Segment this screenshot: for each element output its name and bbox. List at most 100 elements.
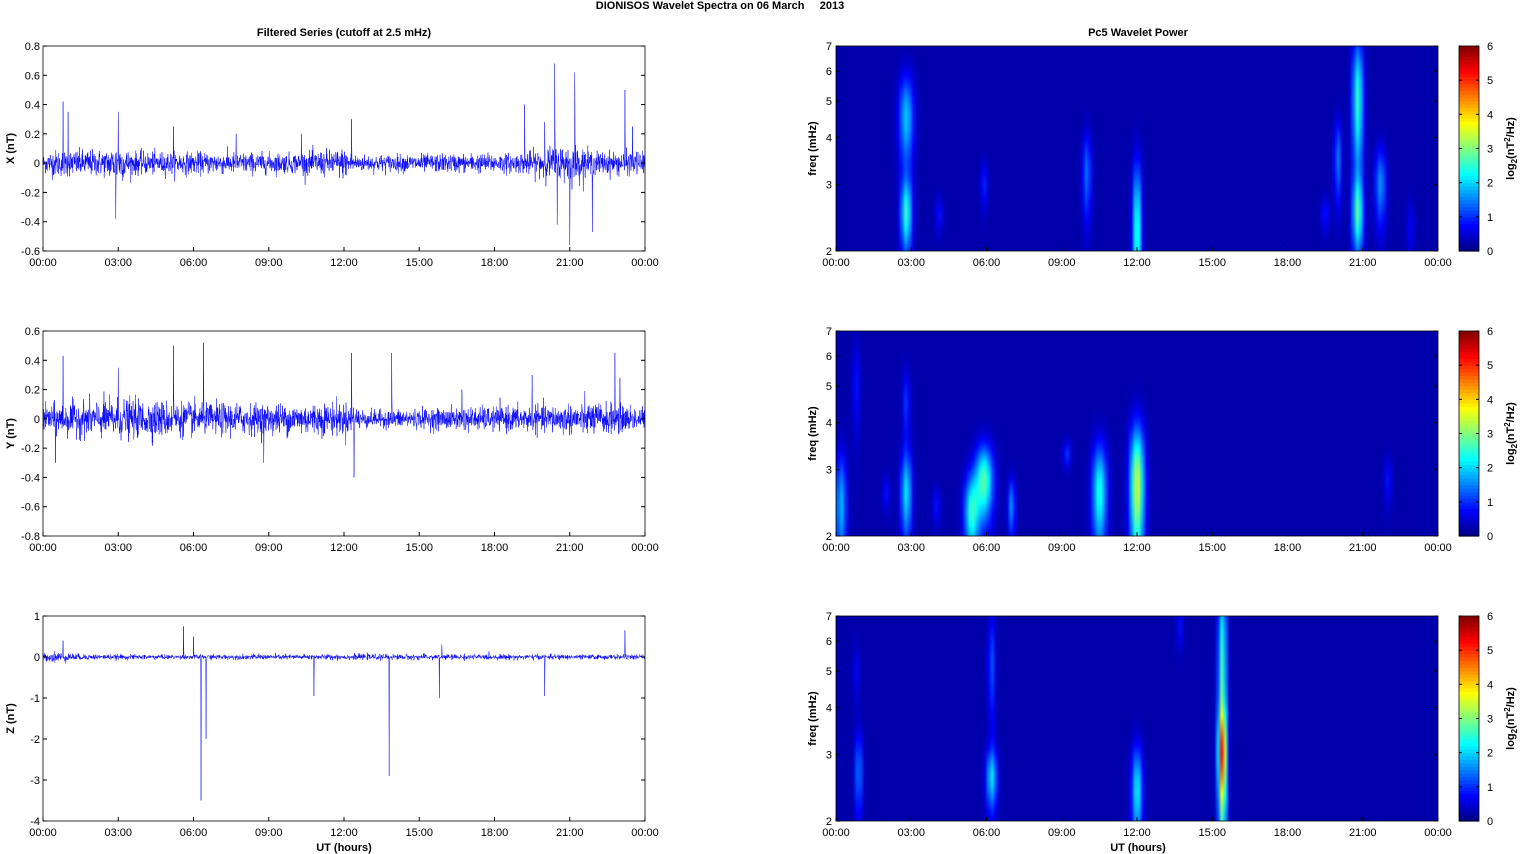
panel-y-wavelet-colorbar-segment — [1459, 433, 1479, 438]
panel-x-wavelet-xtick-label: 12:00 — [1123, 257, 1151, 269]
panel-y-plot-area — [43, 331, 645, 536]
panel-z-wavelet-colorbar-tick-label: 2 — [1487, 748, 1493, 760]
panel-x-wavelet-ylabel: freq (mHz) — [807, 121, 819, 176]
panel-z-wavelet-colorbar-segment — [1459, 756, 1479, 761]
panel-z-wavelet-colorbar-segment — [1459, 701, 1479, 706]
panel-z-wavelet-ytick-label: 7 — [826, 611, 832, 623]
colorbar-label-part: 2 — [1510, 728, 1519, 733]
panel-y-wavelet-colorbar-label: log2(nT2/Hz) — [1503, 402, 1519, 465]
panel-y-wavelet-xtick-label: 12:00 — [1123, 542, 1151, 554]
panel-x-wavelet-colorbar-segment — [1459, 90, 1479, 95]
panel-x-wavelet-colorbar-segment — [1459, 182, 1479, 187]
panel-y-xtick-label: 15:00 — [405, 542, 433, 554]
panel-z-wavelet-colorbar-segment — [1459, 694, 1479, 699]
panel-z-wavelet-colorbar-segment — [1459, 622, 1479, 627]
panel-z-wavelet-xtick-label: 21:00 — [1349, 827, 1377, 839]
panel-z-xtick-label: 03:00 — [104, 827, 132, 839]
panel-y-wavelet-colorbar-segment — [1459, 484, 1479, 489]
panel-y-wavelet-colorbar-segment — [1459, 419, 1479, 424]
panel-x-wavelet-xtick-label: 21:00 — [1349, 257, 1377, 269]
panel-z-wavelet-colorbar-segment — [1459, 766, 1479, 771]
panel-x-wavelet-colorbar-segment — [1459, 227, 1479, 232]
panel-x-wavelet-colorbar-tick-label: 3 — [1487, 144, 1493, 156]
panel-z-wavelet-colorbar-segment — [1459, 639, 1479, 644]
panel-z-wavelet-colorbar-segment — [1459, 800, 1479, 805]
panel-y-wavelet-colorbar-segment — [1459, 344, 1479, 349]
panel-z-wavelet-xtick-label: 00:00 — [822, 827, 850, 839]
colorbar-label-part: 2 — [1510, 443, 1519, 448]
panel-y-wavelet-colorbar-segment — [1459, 529, 1479, 534]
panel-x-wavelet-colorbar-segment — [1459, 179, 1479, 184]
right-xlabel: UT (hours) — [1110, 842, 1166, 854]
panel-z-wavelet-colorbar-segment — [1459, 708, 1479, 713]
panel-y-wavelet-colorbar-segment — [1459, 495, 1479, 500]
panel-z-wavelet-ytick-label: 5 — [826, 666, 832, 678]
panel-z-wavelet-colorbar-segment — [1459, 718, 1479, 723]
panel-x-wavelet-colorbar-segment — [1459, 83, 1479, 88]
panel-y-wavelet-colorbar-segment — [1459, 334, 1479, 339]
panel-z: -4 -3 -2 -1 0 1 00:00 03:00 06:00 09:00 12:00 15:00… — [5, 611, 659, 839]
panel-x-wavelet-colorbar-segment — [1459, 145, 1479, 150]
panel-y-wavelet-xtick-label: 18:00 — [1274, 542, 1302, 554]
panel-x-wavelet-colorbar-segment — [1459, 162, 1479, 167]
panel-y-wavelet-colorbar-segment — [1459, 440, 1479, 445]
panel-z-wavelet-ytick-label: 6 — [826, 636, 832, 648]
panel-y-wavelet-colorbar-segment — [1459, 447, 1479, 452]
panel-x-ytick-label: -0.4 — [21, 217, 40, 229]
panel-x-wavelet-colorbar-segment — [1459, 49, 1479, 54]
panel-x-wavelet-colorbar-segment — [1459, 138, 1479, 143]
panel-y-wavelet-colorbar-segment — [1459, 454, 1479, 459]
panel-z-wavelet-xtick-label: 12:00 — [1123, 827, 1151, 839]
panel-z-wavelet-colorbar-segment — [1459, 749, 1479, 754]
colorbar-label-part: 2 — [1503, 137, 1512, 142]
panel-x-wavelet-xtick-label: 09:00 — [1048, 257, 1076, 269]
panel-y-wavelet-colorbar-segment — [1459, 467, 1479, 472]
panel-y-wavelet-colorbar-segment — [1459, 518, 1479, 523]
panel-z-wavelet-xtick-label: 09:00 — [1048, 827, 1076, 839]
panel-x-xtick-label: 15:00 — [405, 257, 433, 269]
panel-y-wavelet-colorbar-segment — [1459, 409, 1479, 414]
panel-x-wavelet-colorbar-segment — [1459, 155, 1479, 160]
panel-z-xtick-label: 06:00 — [180, 827, 208, 839]
panel-z-wavelet-colorbar-segment — [1459, 674, 1479, 679]
panel-x-wavelet-colorbar-segment — [1459, 230, 1479, 235]
panel-z-xtick-label: 15:00 — [405, 827, 433, 839]
panel-y-xtick-label: 21:00 — [556, 542, 584, 554]
colorbar-label-part: 2 — [1510, 158, 1519, 163]
panel-x-xtick-label: 00:00 — [631, 257, 659, 269]
panel-z-wavelet-colorbar-segment — [1459, 728, 1479, 733]
panel-z-wavelet-xtick-label: 03:00 — [897, 827, 925, 839]
panel-y-wavelet-colorbar-tick-label: 2 — [1487, 463, 1493, 475]
panel-y-wavelet-colorbar-segment — [1459, 471, 1479, 476]
panel-y-wavelet-ytick-label: 3 — [826, 465, 832, 477]
panel-y-wavelet-colorbar-segment — [1459, 443, 1479, 448]
panel-z-wavelet-colorbar-segment — [1459, 653, 1479, 658]
panel-y-wavelet-heatmap-image — [836, 331, 1438, 536]
panel-y-wavelet-colorbar-tick-label: 4 — [1487, 394, 1493, 406]
panel-y-xtick-label: 03:00 — [104, 542, 132, 554]
panel-x-wavelet-colorbar-segment — [1459, 52, 1479, 57]
panel-z-wavelet-colorbar-segment — [1459, 626, 1479, 631]
panel-x-xtick-label: 03:00 — [104, 257, 132, 269]
panel-z-wavelet-heatmap-image — [836, 616, 1438, 821]
panel-x-wavelet-colorbar-segment — [1459, 69, 1479, 74]
panel-y-wavelet-colorbar-tick-label: 3 — [1487, 429, 1493, 441]
panel-y-wavelet-colorbar-segment — [1459, 525, 1479, 530]
panel-z-wavelet-ytick-label: 2 — [826, 816, 832, 828]
panel-y-wavelet-colorbar-segment — [1459, 395, 1479, 400]
panel-z-wavelet-colorbar-segment — [1459, 752, 1479, 757]
panel-x-wavelet-colorbar-segment — [1459, 203, 1479, 208]
panel-y-wavelet-xtick-label: 00:00 — [1424, 542, 1452, 554]
panel-z-ylabel: Z (nT) — [5, 703, 17, 734]
panel-z-wavelet-colorbar-segment — [1459, 670, 1479, 675]
panel-y-wavelet-colorbar-tick-label: 1 — [1487, 497, 1493, 509]
panel-x-wavelet-xtick-label: 06:00 — [973, 257, 1001, 269]
panel-x-wavelet-colorbar-segment — [1459, 131, 1479, 136]
colorbar-label-part: log — [1505, 733, 1517, 750]
panel-z-wavelet-colorbar-segment — [1459, 732, 1479, 737]
panel-y-wavelet-colorbar-segment — [1459, 474, 1479, 479]
panel-z-wavelet-colorbar-tick-label: 4 — [1487, 679, 1493, 691]
panel-y-wavelet-colorbar-segment — [1459, 508, 1479, 513]
panel-y-wavelet-ytick-label: 5 — [826, 381, 832, 393]
